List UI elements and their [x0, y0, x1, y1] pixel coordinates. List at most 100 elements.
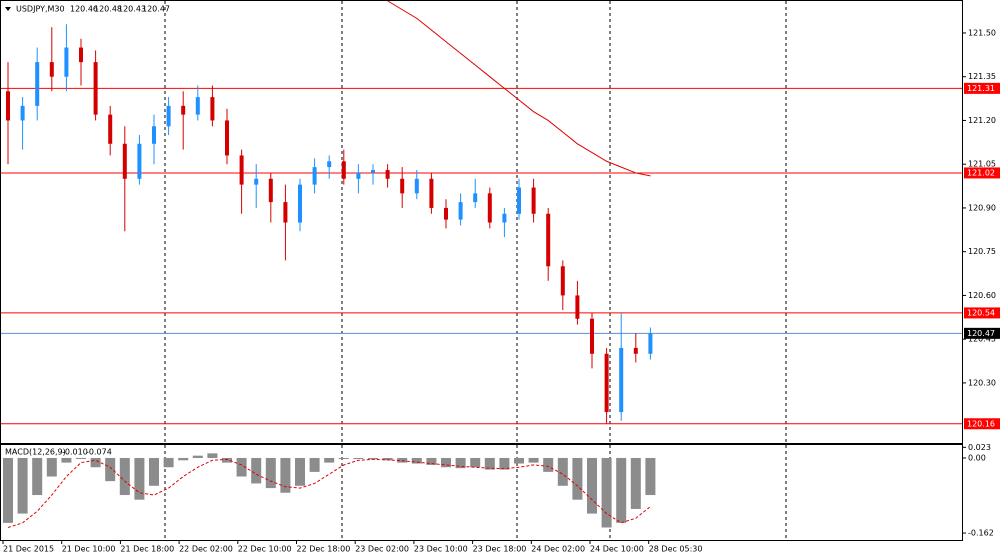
- macd-title: MACD(12,26,9): [5, 448, 66, 457]
- candle-body: [35, 62, 40, 106]
- macd-bar: [76, 457, 86, 459]
- x-tick-label: 22 Dec 02:00: [179, 545, 233, 554]
- candle-body: [633, 347, 638, 354]
- candle-body: [239, 155, 244, 185]
- y-tick-label: 121.20: [968, 116, 996, 125]
- current-price-bg: [964, 327, 1000, 339]
- macd-bar: [119, 457, 130, 496]
- macd-bar: [484, 457, 495, 470]
- macd-bar: [149, 457, 159, 486]
- y-tick-label: 120.30: [968, 378, 996, 387]
- macd-bar: [543, 457, 554, 472]
- macd-bar: [455, 457, 466, 469]
- x-tick-label: 23 Dec 10:00: [414, 545, 468, 554]
- candle-body: [312, 167, 317, 185]
- macd-bar: [324, 457, 335, 463]
- y-tick-label: 120.60: [968, 291, 996, 300]
- header-value: 120.46: [70, 5, 98, 14]
- candle-body: [64, 47, 69, 77]
- x-tick-label: 24 Dec 10:00: [590, 545, 644, 554]
- macd-bar: [295, 457, 305, 486]
- x-tick-label: 22 Dec 18:00: [297, 545, 351, 554]
- level-label: 121.31: [967, 84, 995, 93]
- y-tick-label: 120.75: [968, 247, 996, 256]
- candle-body: [473, 193, 478, 203]
- macd-bar: [499, 457, 510, 470]
- macd-bar: [236, 457, 247, 477]
- x-tick-label: 23 Dec 18:00: [473, 545, 527, 554]
- level-label: 121.02: [967, 168, 995, 177]
- candle-body: [487, 193, 492, 223]
- macd-bar: [587, 457, 597, 514]
- candle-body: [385, 170, 390, 179]
- macd-bar: [601, 457, 612, 528]
- macd-bar: [557, 457, 568, 486]
- macd-bar: [645, 457, 656, 496]
- candle-body: [444, 207, 448, 220]
- candle-body: [225, 120, 229, 156]
- candle-body: [327, 161, 332, 168]
- macd-bar: [426, 457, 437, 465]
- macd-bar: [280, 457, 291, 493]
- macd-header-value: -0.010: [62, 448, 88, 457]
- macd-bar: [630, 457, 641, 509]
- macd-bar: [514, 457, 524, 464]
- candle-body: [560, 266, 565, 296]
- macd-bar: [32, 457, 43, 496]
- candle-body: [6, 91, 10, 121]
- level-label-bg: [964, 167, 1000, 179]
- y-tick-label: 120.45: [968, 335, 996, 344]
- macd-bar: [616, 457, 627, 523]
- macd-bar: [90, 457, 101, 468]
- macd-bar: [353, 457, 364, 459]
- macd-bar: [572, 457, 583, 500]
- y-tick-label: 121.05: [968, 160, 996, 169]
- x-tick-label: 24 Dec 02:00: [531, 545, 585, 554]
- macd-bar: [251, 457, 262, 484]
- level-label-bg: [964, 418, 1000, 430]
- candle-body: [400, 178, 405, 194]
- candle-body: [254, 178, 259, 185]
- candle-body: [195, 97, 200, 115]
- macd-bar: [46, 457, 57, 477]
- x-tick-label: 23 Dec 02:00: [355, 545, 409, 554]
- header-value: 120.47: [142, 5, 170, 14]
- header-value: 120.43: [118, 5, 146, 14]
- candle-body: [429, 178, 434, 208]
- macd-bar: [441, 457, 451, 468]
- candle-body: [575, 295, 580, 319]
- candle-body: [356, 172, 361, 179]
- candle-body: [122, 143, 127, 179]
- candle-body: [590, 318, 594, 354]
- candle-body: [137, 143, 142, 179]
- candle-body: [648, 333, 653, 354]
- macd-bar: [338, 457, 349, 459]
- macd-header-value: -0.074: [86, 448, 112, 457]
- x-tick-label: 28 Dec 05:30: [649, 545, 703, 554]
- menu-arrow[interactable]: [5, 7, 11, 11]
- candle-body: [414, 178, 419, 194]
- candle-body: [371, 170, 375, 173]
- candle-body: [546, 213, 551, 267]
- level-label: 120.16: [967, 419, 995, 428]
- macd-y-tick-label: -0.162: [968, 529, 994, 538]
- moving-average: [387, 0, 651, 177]
- macd-bar: [61, 457, 72, 463]
- macd-bar: [368, 457, 378, 460]
- macd-bar: [265, 457, 276, 489]
- macd-bar: [3, 457, 13, 523]
- candle-body: [181, 105, 186, 115]
- y-tick-label: 121.35: [968, 72, 996, 81]
- macd-bar: [17, 457, 28, 514]
- macd-bar: [192, 455, 203, 458]
- candle-body: [166, 105, 171, 127]
- current-price-label: 120.47: [967, 329, 995, 338]
- candle-body: [531, 187, 536, 214]
- candle-body: [20, 105, 25, 121]
- level-label-bg: [964, 82, 1000, 94]
- level-label: 120.54: [967, 308, 995, 317]
- macd-bar: [163, 457, 174, 468]
- macd-y-tick-label: 0.00: [968, 453, 986, 462]
- macd-panel: [0, 444, 963, 541]
